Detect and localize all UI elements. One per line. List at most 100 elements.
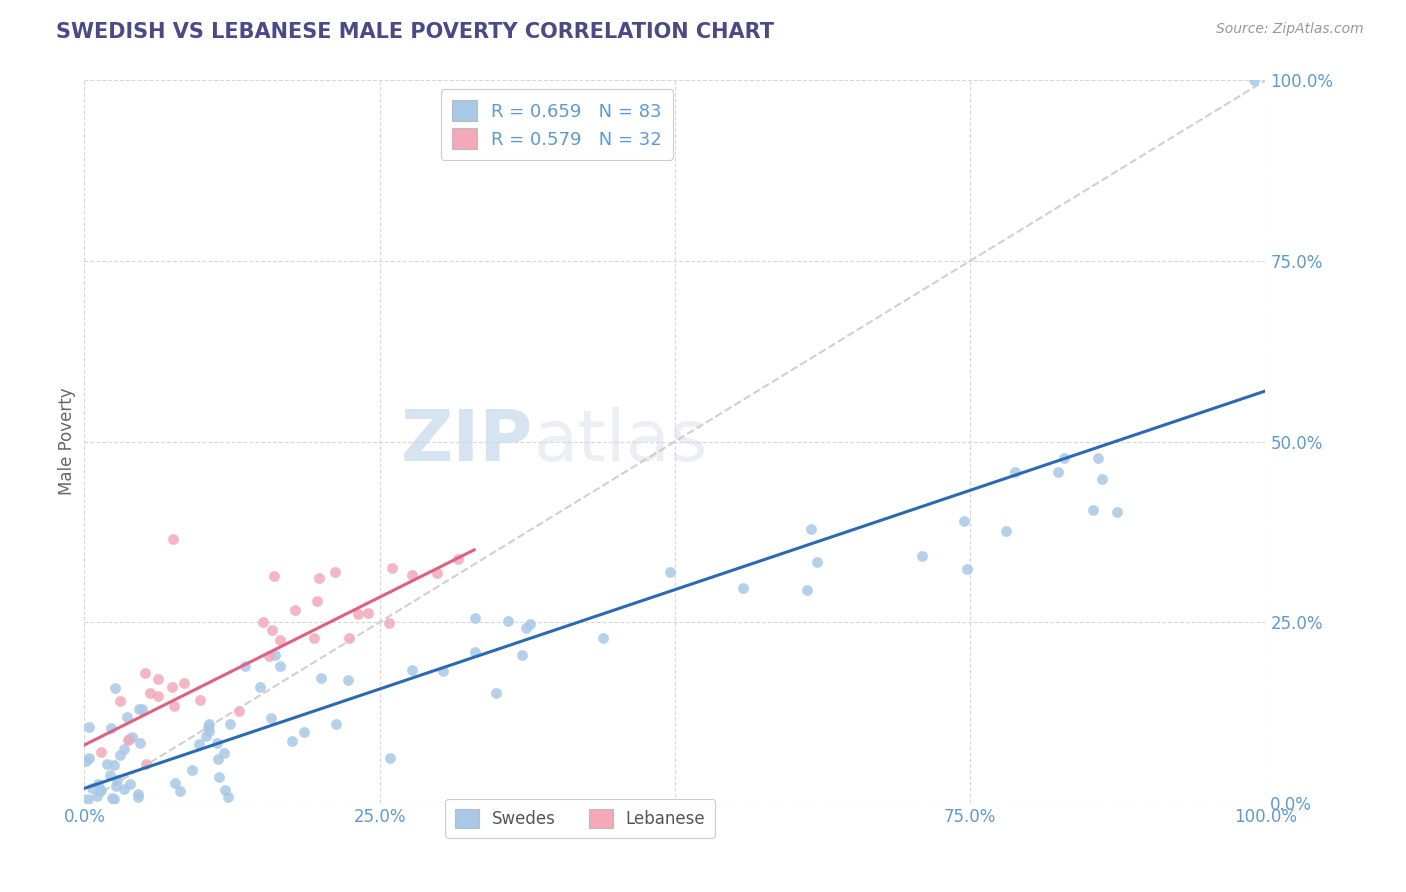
Point — [162, 532, 184, 546]
Point — [100, 721, 122, 735]
Point — [269, 633, 291, 648]
Point — [380, 561, 402, 575]
Point — [952, 514, 974, 528]
Point — [304, 632, 326, 646]
Y-axis label: Male Poverty: Male Poverty — [58, 388, 76, 495]
Point — [308, 571, 330, 585]
Point — [105, 773, 128, 788]
Point — [447, 552, 470, 566]
Point — [146, 689, 169, 703]
Point — [800, 522, 823, 536]
Point — [484, 686, 506, 700]
Point — [281, 734, 304, 748]
Point — [1091, 472, 1114, 486]
Point — [194, 729, 217, 743]
Point — [205, 736, 228, 750]
Point — [212, 746, 235, 760]
Point — [426, 566, 449, 580]
Point — [77, 720, 100, 734]
Text: Source: ZipAtlas.com: Source: ZipAtlas.com — [1216, 22, 1364, 37]
Point — [325, 717, 347, 731]
Point — [131, 702, 153, 716]
Point — [112, 781, 135, 796]
Point — [233, 659, 256, 673]
Point — [464, 645, 486, 659]
Point — [121, 730, 143, 744]
Point — [401, 568, 423, 582]
Point — [911, 549, 934, 563]
Point — [139, 685, 162, 699]
Point — [432, 664, 454, 678]
Point — [292, 724, 315, 739]
Point — [173, 676, 195, 690]
Point — [127, 787, 149, 801]
Point — [257, 649, 280, 664]
Point — [120, 777, 142, 791]
Point — [115, 710, 138, 724]
Point — [496, 614, 519, 628]
Point — [208, 770, 231, 784]
Point — [1107, 505, 1129, 519]
Point — [378, 751, 401, 765]
Point — [336, 673, 359, 688]
Point — [169, 783, 191, 797]
Point — [796, 582, 818, 597]
Point — [357, 607, 380, 621]
Point — [1053, 450, 1076, 465]
Point — [323, 565, 346, 579]
Point — [284, 603, 307, 617]
Point — [82, 780, 104, 795]
Point — [249, 681, 271, 695]
Point — [260, 711, 283, 725]
Point — [127, 790, 149, 805]
Point — [114, 742, 136, 756]
Point — [90, 783, 112, 797]
Point — [148, 672, 170, 686]
Point — [197, 720, 219, 734]
Point — [188, 737, 211, 751]
Point — [955, 562, 977, 576]
Point — [1087, 451, 1109, 466]
Point — [214, 783, 236, 797]
Point — [659, 565, 682, 579]
Point — [104, 681, 127, 695]
Legend: Swedes, Lebanese: Swedes, Lebanese — [446, 798, 716, 838]
Point — [519, 617, 541, 632]
Point — [129, 735, 152, 749]
Point — [103, 792, 125, 806]
Point — [733, 581, 755, 595]
Point — [87, 777, 110, 791]
Point — [101, 790, 124, 805]
Point — [263, 648, 285, 662]
Point — [1243, 73, 1265, 87]
Point — [181, 763, 204, 777]
Point — [269, 659, 291, 673]
Point — [117, 732, 139, 747]
Point — [134, 665, 156, 680]
Point — [198, 717, 221, 731]
Point — [1004, 465, 1026, 479]
Point — [89, 783, 111, 797]
Point — [1081, 503, 1104, 517]
Point — [228, 704, 250, 718]
Point — [464, 611, 486, 625]
Point — [592, 632, 614, 646]
Point — [378, 616, 401, 631]
Point — [806, 556, 828, 570]
Point — [198, 723, 221, 738]
Point — [98, 768, 121, 782]
Point — [347, 607, 370, 622]
Point — [995, 524, 1018, 539]
Point — [108, 747, 131, 762]
Point — [96, 757, 118, 772]
Point — [108, 694, 131, 708]
Point — [219, 717, 242, 731]
Point — [90, 745, 112, 759]
Point — [510, 648, 533, 663]
Point — [217, 790, 239, 805]
Text: ZIP: ZIP — [401, 407, 533, 476]
Point — [103, 758, 125, 772]
Point — [207, 752, 229, 766]
Point — [188, 693, 211, 707]
Point — [252, 615, 274, 629]
